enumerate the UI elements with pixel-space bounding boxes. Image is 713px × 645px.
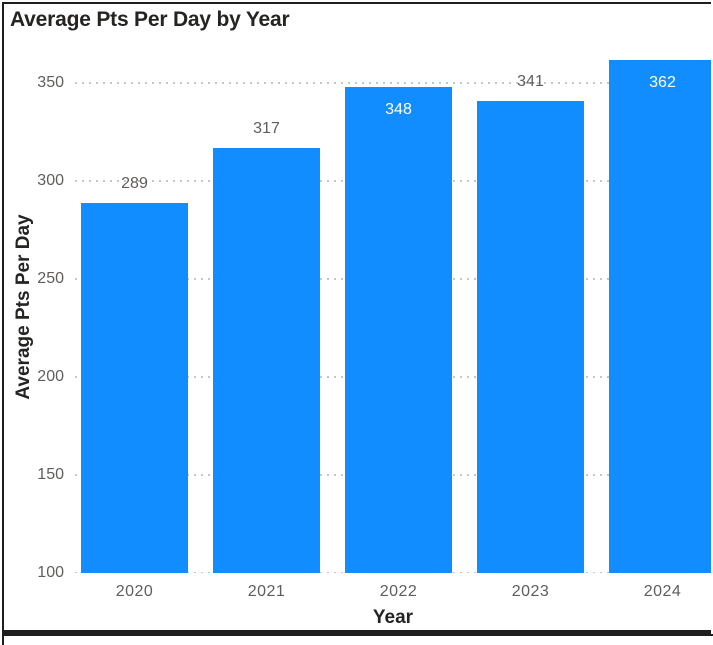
- bar-label-2021: 317: [253, 119, 280, 137]
- bar-label-2023: 341: [517, 72, 544, 90]
- x-axis-title: Year: [372, 607, 414, 628]
- bar-2022[interactable]: [345, 87, 452, 573]
- chart-title: Average Pts Per Day by Year: [10, 8, 290, 31]
- plot-area: 289 317 348 341 362: [75, 40, 711, 573]
- y-tick-label-250: 250: [37, 270, 64, 288]
- x-tick-label-2023: 2023: [511, 583, 550, 600]
- y-tick-label-150: 150: [37, 466, 64, 484]
- x-tick-label-2021: 2021: [247, 583, 286, 600]
- y-tick-label-100: 100: [37, 564, 64, 581]
- bar-2023[interactable]: [477, 100, 584, 573]
- bar-2021[interactable]: [213, 147, 320, 573]
- x-tick-label-2020: 2020: [115, 583, 154, 600]
- bar-label-2022: 348: [385, 101, 412, 119]
- x-tick-label-2022: 2022: [379, 583, 418, 600]
- bar-label-2024: 362: [649, 73, 676, 91]
- gridline-350: [75, 82, 711, 85]
- x-tick-label-2024: 2024: [643, 583, 682, 600]
- bar-label-2020: 289: [121, 174, 148, 192]
- bar-2020[interactable]: [81, 202, 188, 573]
- bar-2024[interactable]: [609, 59, 711, 573]
- y-tick-label-300: 300: [37, 172, 64, 190]
- y-tick-label-200: 200: [37, 368, 64, 386]
- next-visual-top-edge: [2, 634, 713, 645]
- y-tick-label-350: 350: [37, 74, 64, 92]
- chart-panel: Average Pts Per Day by Year Average Pts …: [2, 2, 711, 634]
